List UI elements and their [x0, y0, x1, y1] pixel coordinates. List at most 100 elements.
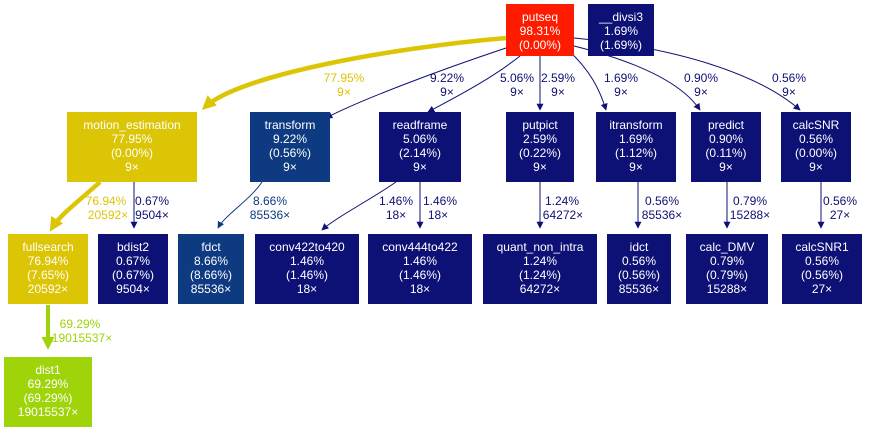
node-calls: 64272× [520, 282, 560, 296]
node-name: conv422to420 [269, 240, 345, 254]
node-total-pct: 1.69% [604, 24, 638, 38]
edge-label-pct: 0.56% [772, 71, 806, 85]
edge-putseq-readframe [427, 55, 521, 113]
node-total-pct: 0.90% [709, 132, 743, 146]
node-total-pct: 0.67% [116, 254, 150, 268]
node-idct[interactable]: idct 0.56% (0.56%) 85536× [607, 234, 671, 304]
edge-label-calls: 9× [551, 85, 565, 99]
edge-motion-estimation-fullsearch [49, 180, 102, 232]
node-self-pct: (0.22%) [519, 146, 561, 160]
node-dist1[interactable]: dist1 69.29% (69.29%) 19015537× [4, 357, 92, 427]
node-calls: 9× [629, 160, 643, 174]
node-calcSNR1[interactable]: calcSNR1 0.56% (0.56%) 27× [782, 234, 862, 304]
node-self-pct: (0.00%) [795, 146, 837, 160]
edge-label-pct: 9.22% [430, 71, 464, 85]
node-name: dist1 [35, 363, 61, 377]
node-total-pct: 0.56% [622, 254, 656, 268]
node-name: putseq [522, 10, 558, 24]
node-self-pct: (0.11%) [705, 146, 746, 160]
edge-label-pct: 77.95% [324, 71, 365, 85]
node-calls: 85536× [191, 282, 231, 296]
node-total-pct: 0.56% [805, 254, 839, 268]
edge-label-calls: 20592× [88, 208, 128, 222]
edge-label-pct: 69.29% [60, 317, 101, 331]
node-name: calc_DMV [700, 240, 755, 254]
node-self-pct: (0.56%) [801, 268, 843, 282]
node-name: putpict [522, 118, 558, 132]
node-name: calcSNR1 [795, 240, 849, 254]
node-name: __divsi3 [598, 10, 643, 24]
node-motion-estimation[interactable]: motion_estimation 77.95% (0.00%) 9× [67, 112, 197, 182]
edge-label-pct: 0.90% [684, 71, 718, 85]
edge-putseq-transform [325, 47, 507, 119]
node-total-pct: 5.06% [403, 132, 437, 146]
node-name: bdist2 [117, 240, 149, 254]
edge-label-calls: 18× [428, 208, 448, 222]
edge-label-calls: 9504× [135, 208, 169, 222]
node-transform[interactable]: transform 9.22% (0.56%) 9× [250, 112, 330, 182]
node-calls: 9× [809, 160, 823, 174]
node-putseq[interactable]: putseq 98.31% (0.00%) [506, 4, 574, 56]
node-total-pct: 0.79% [710, 254, 744, 268]
node-calls: 20592× [28, 282, 68, 296]
node-name: conv444to422 [382, 240, 458, 254]
edge-label-calls: 9× [614, 85, 628, 99]
node-calls: 9× [125, 160, 139, 174]
node-self-pct: (1.46%) [286, 268, 328, 282]
node-self-pct: (69.29%) [24, 391, 73, 405]
node-conv444to422[interactable]: conv444to422 1.46% (1.46%) 18× [368, 234, 472, 304]
node-calls: 19015537× [18, 405, 78, 419]
node-calls: 9× [719, 160, 733, 174]
node-putpict[interactable]: putpict 2.59% (0.22%) 9× [506, 112, 574, 182]
node-calcSNR[interactable]: calcSNR 0.56% (0.00%) 9× [781, 112, 851, 182]
edge-label-pct: 8.66% [253, 194, 287, 208]
edge-label-calls: 9× [510, 85, 524, 99]
edge-label-pct: 0.56% [645, 194, 679, 208]
edge-label-calls: 15288× [730, 208, 770, 222]
node-name: quant_non_intra [497, 240, 584, 254]
node-calc-DMV[interactable]: calc_DMV 0.79% (0.79%) 15288× [686, 234, 768, 304]
node-quant-non-intra[interactable]: quant_non_intra 1.24% (1.24%) 64272× [483, 234, 597, 304]
node-calls: 9× [413, 160, 427, 174]
node-name: predict [708, 118, 745, 132]
node-calls: 9× [283, 160, 297, 174]
node-calls: 27× [812, 282, 832, 296]
node-total-pct: 76.94% [28, 254, 69, 268]
node-readframe[interactable]: readframe 5.06% (2.14%) 9× [379, 112, 461, 182]
node-self-pct: (0.00%) [519, 38, 561, 52]
node-total-pct: 0.56% [799, 132, 833, 146]
edge-label-pct: 76.94% [86, 194, 127, 208]
node-divsi3[interactable]: __divsi3 1.69% (1.69%) [588, 4, 654, 56]
node-self-pct: (0.67%) [112, 268, 154, 282]
node-self-pct: (0.56%) [269, 146, 311, 160]
edge-label-calls: 64272× [543, 208, 583, 222]
edge-label-calls: 85536× [250, 208, 290, 222]
edge-label-calls: 85536× [642, 208, 682, 222]
node-fullsearch[interactable]: fullsearch 76.94% (7.65%) 20592× [8, 234, 88, 304]
node-fdct[interactable]: fdct 8.66% (8.66%) 85536× [178, 234, 244, 304]
node-total-pct: 1.69% [619, 132, 653, 146]
edge-label-calls: 19015537× [52, 331, 112, 345]
node-total-pct: 77.95% [112, 132, 153, 146]
edge-readframe-conv422to420 [321, 181, 397, 231]
node-calls: 85536× [619, 282, 659, 296]
node-itransform[interactable]: itransform 1.69% (1.12%) 9× [596, 112, 676, 182]
node-name: readframe [393, 118, 448, 132]
edge-label-pct: 5.06% [500, 71, 534, 85]
node-predict[interactable]: predict 0.90% (0.11%) 9× [691, 112, 761, 182]
node-name: calcSNR [793, 118, 840, 132]
node-bdist2[interactable]: bdist2 0.67% (0.67%) 9504× [98, 234, 168, 304]
node-self-pct: (0.56%) [618, 268, 660, 282]
node-total-pct: 1.46% [290, 254, 324, 268]
edge-transform-fdct [217, 181, 263, 229]
node-self-pct: (8.66%) [190, 268, 232, 282]
edge-label-pct: 1.69% [604, 71, 638, 85]
edge-label-pct: 1.46% [379, 194, 413, 208]
node-name: itransform [609, 118, 662, 132]
edge-label-calls: 9× [337, 85, 351, 99]
node-total-pct: 8.66% [194, 254, 228, 268]
node-name: fullsearch [22, 240, 73, 254]
edge-label-pct: 0.67% [135, 194, 169, 208]
node-self-pct: (0.00%) [111, 146, 153, 160]
node-conv422to420[interactable]: conv422to420 1.46% (1.46%) 18× [255, 234, 359, 304]
